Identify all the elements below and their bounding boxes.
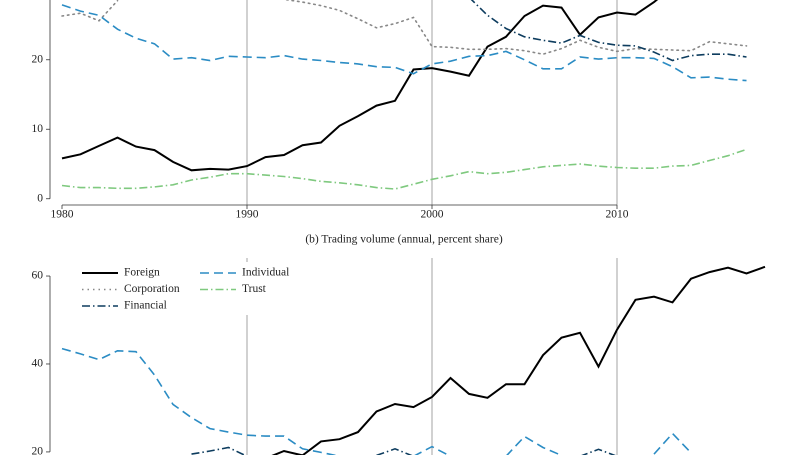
legend-label: Foreign (124, 267, 160, 279)
y-tick-label: 60 (32, 270, 44, 282)
x-tick-label: 2000 (421, 209, 444, 221)
y-tick-label: 20 (32, 446, 44, 455)
legend-label: Individual (242, 267, 289, 279)
legend-label: Corporation (124, 283, 180, 295)
legend-label: Financial (124, 300, 167, 312)
y-tick-label: 10 (32, 123, 44, 135)
series-line (61, 148, 747, 190)
legend-label: Trust (242, 283, 267, 295)
x-tick-label: 1990 (236, 209, 259, 221)
x-tick-label: 1980 (51, 209, 74, 221)
series-line (271, 265, 766, 455)
series-line (61, 0, 748, 56)
y-tick-label: 0 (37, 192, 43, 204)
y-tick-label: 40 (32, 358, 44, 370)
plot-area (61, 265, 766, 455)
chart-title: (b) Trading volume (annual, percent shar… (305, 234, 503, 246)
plot-area (61, 0, 748, 190)
series-line (61, 347, 692, 455)
series-line (191, 446, 616, 455)
series-line (470, 0, 747, 62)
series-line (61, 4, 747, 82)
series-line (61, 0, 659, 172)
y-tick-label: 20 (32, 53, 44, 65)
x-tick-label: 2010 (606, 209, 629, 221)
